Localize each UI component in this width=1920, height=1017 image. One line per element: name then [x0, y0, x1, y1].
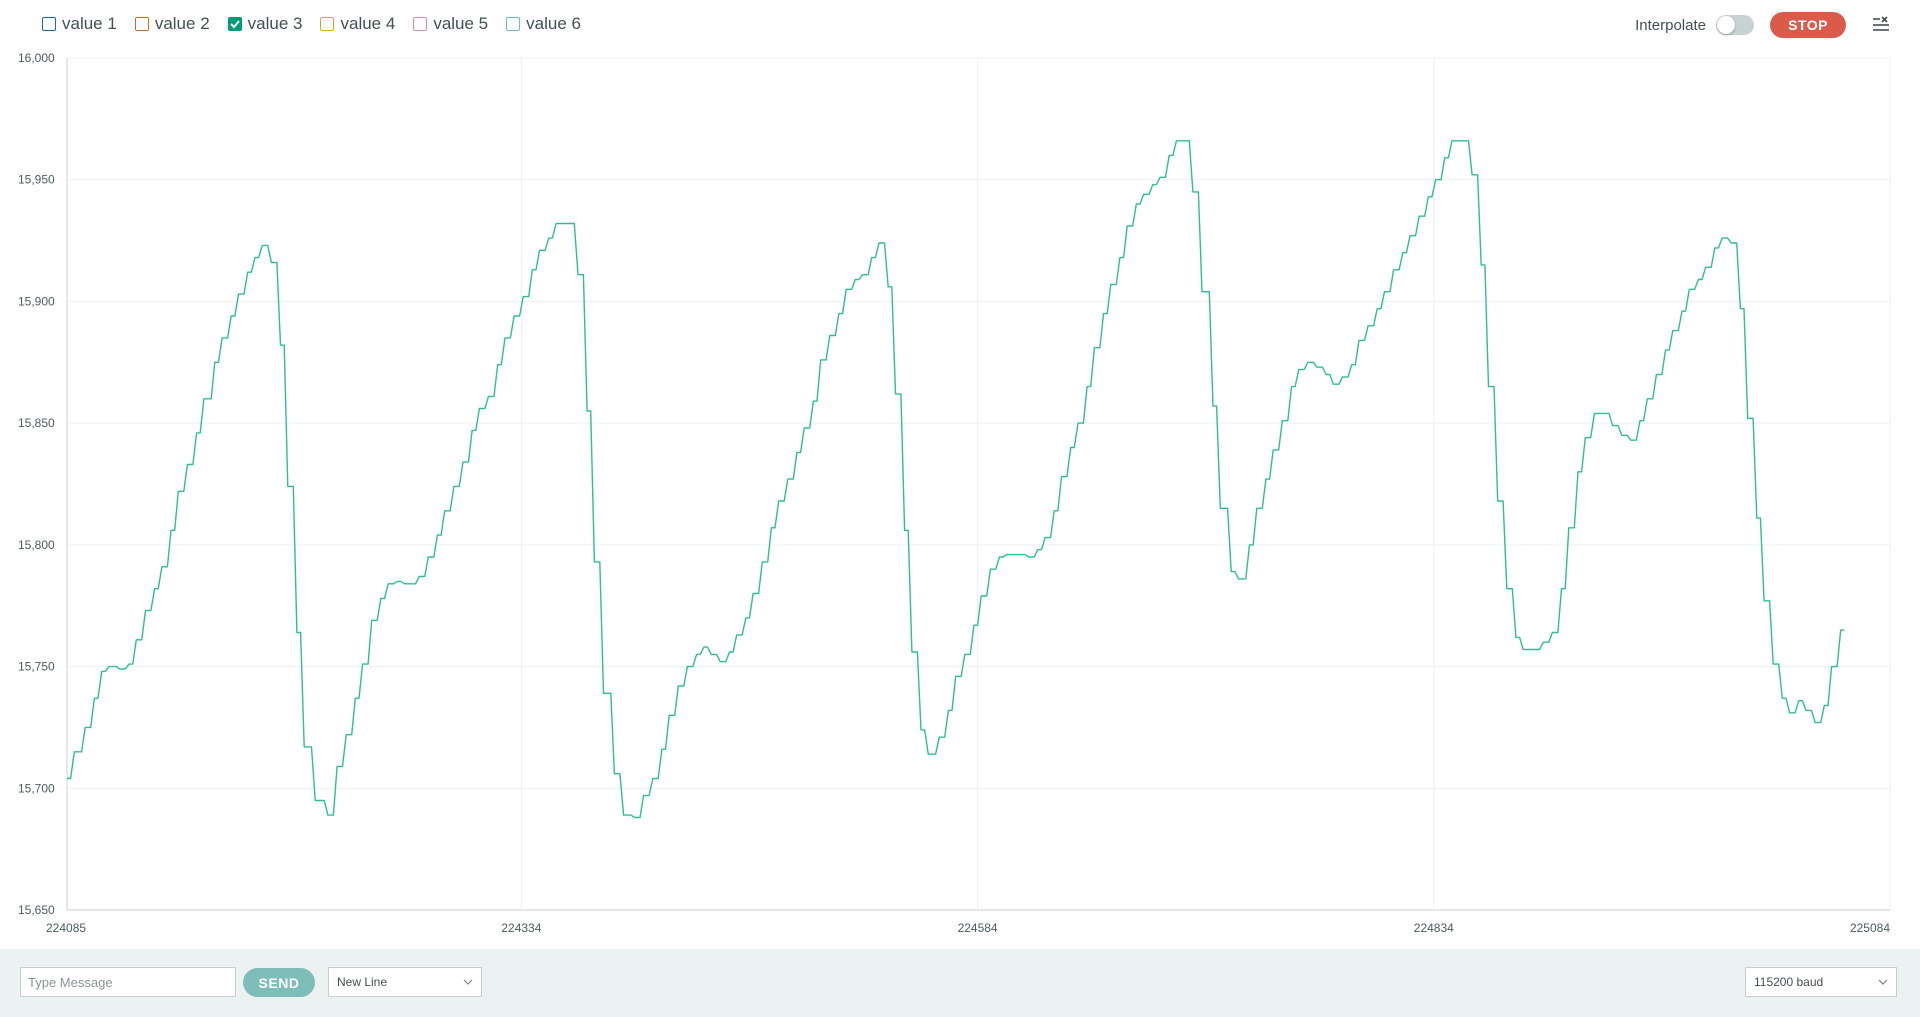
toggle-knob [1717, 16, 1735, 34]
checkbox-icon[interactable] [413, 17, 428, 31]
legend-label: value 2 [154, 14, 210, 33]
chevron-down-icon [463, 979, 473, 985]
checkbox-checked-icon[interactable] [227, 17, 242, 31]
plot-area: 15,650 15,700 15,750 15,800 15,850 15,900 15,9… [18, 51, 1891, 935]
series-line-value-3 [67, 140, 1845, 819]
clear-list-icon[interactable] [1870, 14, 1892, 36]
y-tick-label: 15,950 [18, 173, 55, 187]
y-tick-label: 15,850 [18, 416, 55, 430]
legend-label: value 4 [340, 14, 396, 33]
x-tick-label: 225084 [1850, 921, 1890, 935]
legend-label: value 1 [62, 14, 117, 33]
checkbox-icon[interactable] [506, 17, 521, 31]
y-tick-label: 15,700 [18, 781, 55, 795]
top-toolbar: value 1 value 2 value 3 value 4 value 5 value… [0, 0, 1920, 50]
x-tick-label: 224334 [501, 921, 541, 935]
legend-item-value-1[interactable]: value 1 [42, 14, 117, 34]
stop-button[interactable]: STOP [1770, 12, 1846, 38]
chevron-down-icon [1878, 979, 1888, 985]
series-legend: value 1 value 2 value 3 value 4 value 5 value… [42, 14, 581, 34]
y-tick-label: 15,900 [18, 294, 55, 308]
x-tick-label: 224834 [1414, 921, 1454, 935]
checkbox-icon[interactable] [42, 17, 56, 31]
legend-label: value 5 [433, 14, 489, 33]
legend-label: value 3 [247, 14, 303, 33]
y-tick-label: 15,650 [18, 903, 55, 917]
checkbox-icon[interactable] [320, 17, 335, 31]
send-button[interactable]: SEND [243, 968, 315, 997]
legend-label: value 6 [526, 14, 581, 33]
interpolate-label: Interpolate [1635, 16, 1706, 34]
message-bar: SEND New Line 115200 baud [0, 949, 1920, 1017]
message-input[interactable] [20, 967, 236, 997]
plot-controls: Interpolate STOP [1635, 10, 1892, 40]
legend-item-value-6[interactable]: value 6 [506, 14, 581, 34]
baud-rate-value: 115200 baud [1754, 975, 1824, 989]
baud-rate-select[interactable]: 115200 baud [1745, 967, 1897, 997]
legend-item-value-5[interactable]: value 5 [413, 14, 488, 34]
line-ending-select[interactable]: New Line [328, 967, 482, 997]
checkbox-icon[interactable] [134, 17, 149, 31]
x-tick-label: 224584 [958, 921, 998, 935]
y-tick-label: 15,800 [18, 538, 55, 552]
legend-item-value-2[interactable]: value 2 [134, 14, 210, 34]
legend-item-value-4[interactable]: value 4 [320, 14, 395, 34]
x-tick-label: 224085 [46, 921, 86, 935]
interpolate-toggle[interactable] [1716, 15, 1754, 35]
line-ending-value: New Line [337, 975, 388, 989]
y-tick-label: 16,000 [18, 51, 55, 65]
legend-item-value-3[interactable]: value 3 [227, 14, 303, 34]
y-tick-label: 15,750 [18, 660, 55, 674]
